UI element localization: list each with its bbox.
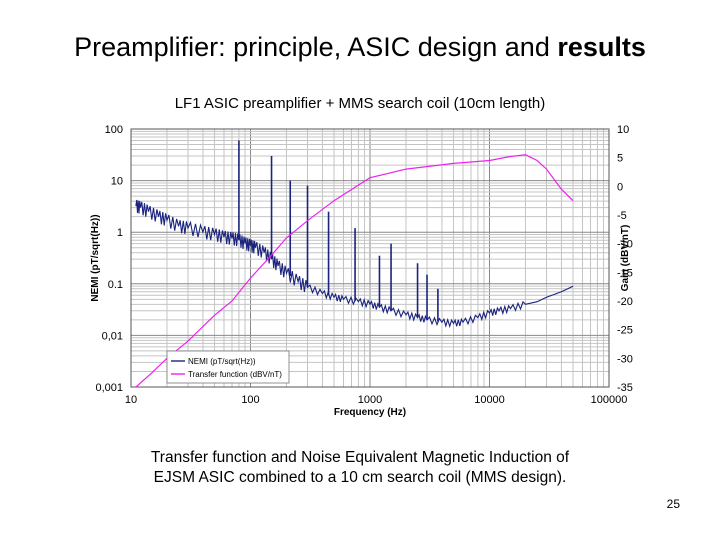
plot-frame (130, 128, 610, 388)
y-right-tick-label: -15 (617, 267, 633, 279)
chart: 10 100 1000 10000 1000001001010.10,010,00110… (90, 124, 633, 418)
caption: Transfer function and Noise Equivalent M… (100, 448, 620, 488)
y-left-tick-label: 1 (117, 227, 123, 239)
y-left-tick-label: 0.1 (108, 279, 123, 291)
y-left-tick-label: 10 (111, 176, 123, 188)
y-right-tick-label: 10 (617, 124, 629, 136)
y-left-tick-label: 0,01 (102, 330, 123, 342)
x-tick-label: 1000 (358, 394, 382, 406)
slide-title-bold: results (557, 32, 646, 62)
caption-line-2: EJSM ASIC combined to a 10 cm search coi… (153, 469, 567, 486)
x-tick-label: 10 (125, 394, 137, 406)
y-right-axis-label: Gain (dBV/nT) (620, 225, 631, 292)
y-right-tick-label: -30 (617, 353, 633, 365)
y-right-tick-label: -25 (617, 325, 633, 337)
y-left-axis-label: NEMI (pT/sqrt(Hz)) (90, 214, 101, 301)
y-right-tick-label: -5 (617, 210, 627, 222)
legend-box (166, 350, 290, 384)
y-right-tick-label: -10 (617, 239, 633, 251)
y-left-tick-label: 0,001 (95, 382, 123, 394)
y-left-tick-label: 100 (105, 124, 123, 136)
slide-number: 25 (666, 497, 680, 511)
y-right-tick-label: -35 (617, 382, 633, 394)
y-right-tick-label: 5 (617, 153, 623, 165)
caption-line-1: Transfer function and Noise Equivalent M… (150, 449, 570, 466)
x-tick-label: 100 (241, 394, 259, 406)
chart-title: LF1 ASIC preamplifier + MMS search coil … (174, 95, 546, 112)
transfer-series-line (135, 154, 574, 388)
legend-nemi-label: NEMI (pT/sqrt(Hz)) (188, 357, 256, 366)
x-tick-label: 100000 (591, 394, 628, 406)
y-right-tick-label: -20 (617, 296, 633, 308)
x-tick-label: 10000 (474, 394, 505, 406)
slide-title: Preamplifier: principle, ASIC design and… (0, 32, 720, 63)
x-axis-label: Frequency (Hz) (334, 407, 406, 418)
legend-transfer-label: Transfer function (dBV/nT) (188, 370, 282, 379)
nemi-series-line (135, 199, 574, 329)
y-right-tick-label: 0 (617, 181, 623, 193)
slide-title-text: Preamplifier: principle, ASIC design and (74, 32, 558, 62)
